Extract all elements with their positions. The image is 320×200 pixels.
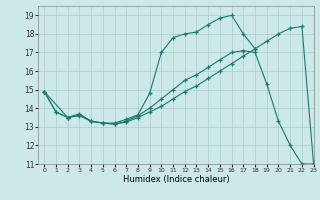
X-axis label: Humidex (Indice chaleur): Humidex (Indice chaleur) <box>123 175 229 184</box>
